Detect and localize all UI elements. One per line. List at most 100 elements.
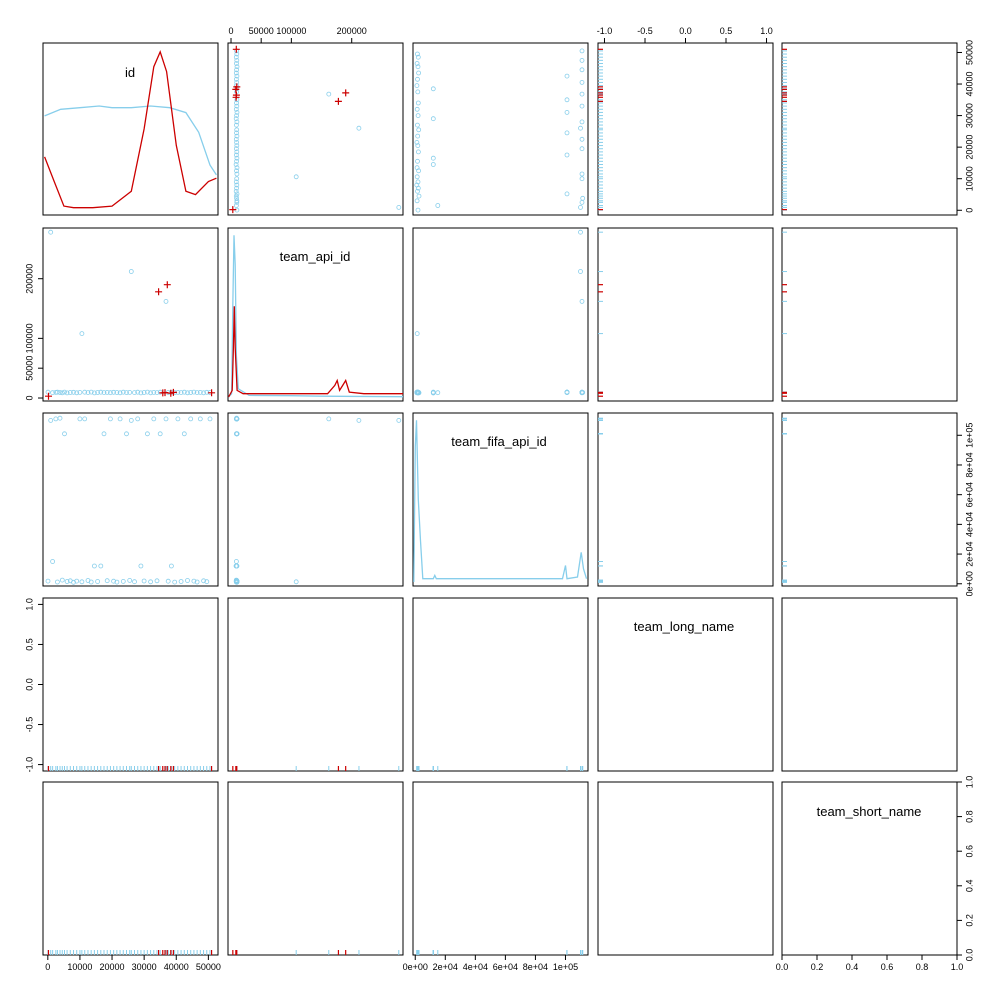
scatter-point [579,103,585,109]
y-tick-label: 50000 [24,356,34,381]
scatter-point [141,578,147,584]
y-tick-label: 1.0 [24,598,34,611]
rug-y-team_api_id [598,231,603,397]
scatter-point [578,229,583,235]
scatter-point [415,113,421,118]
scatter-point [234,139,240,145]
scatter-point [108,390,113,396]
scatter-point [234,149,240,155]
scatter-point [85,390,91,396]
x-axis-bottom-team_short_name: 0.0 0.2 0.4 0.6 0.8 1.0 [776,955,963,972]
scatter-point [92,390,97,396]
y-tick-label: 0e+00 [964,571,974,596]
density-curve-highlight-id [43,50,217,209]
diag-label-team-long-name: team_long_name [634,619,734,634]
scatter-point [194,579,200,585]
scatter-point [414,165,420,171]
x-tick-label: 200000 [337,26,367,36]
scatter-point [415,133,421,139]
y-axis-right-team_fifa_api_id: 0e+00 2e+04 4e+04 6e+04 8e+04 1e+05 [957,423,974,596]
scatter-point [414,83,420,88]
scatter-point [415,89,421,95]
scatter-point [564,73,570,79]
scatter-point [564,191,570,197]
scatter-point [326,416,332,422]
scatter-point [128,269,134,274]
x-tick-label: 4e+04 [463,962,488,972]
scatter-point [234,431,240,437]
scatter-point [74,390,80,396]
scatter-point [579,91,585,97]
scatter-point [293,579,299,585]
y-tick-label: 100000 [24,323,34,353]
density-curve-id [44,105,217,176]
scatter-point [414,61,420,66]
scatter-point [165,578,171,584]
scatter-point [234,64,240,70]
scatter-point [175,416,181,422]
scatter-point-highlight [233,83,241,91]
scatter-point [435,390,441,396]
scatter-point-highlight [45,392,52,400]
scatter-point [414,139,420,145]
density-curve-team_api_id [228,235,404,398]
scatter-point [234,563,240,569]
scatter-point [185,578,190,583]
scatter-point [579,48,585,54]
x-tick-label: 0.5 [720,26,733,36]
scatter-point [172,579,178,585]
scatter-point [234,176,240,182]
scatter-point [111,389,116,395]
scatter-point [415,149,421,155]
scatter-point [77,389,83,395]
x-axis-bottom-id: 0 10000 20000 30000 40000 50000 [45,955,221,972]
scatter-point [564,389,570,395]
scatter-point [88,389,94,395]
scatter-point [414,51,420,57]
scatter-point [415,64,421,70]
panel-team_long_name-vs-team_long_name [597,597,774,772]
scatter-point [95,579,100,584]
y-tick-label: 0 [964,208,974,213]
x-tick-label: 0.0 [776,962,789,972]
scatter-point [154,390,160,396]
x-tick-label: -1.0 [597,26,613,36]
scatter-point [234,61,239,66]
scatter-point [415,54,421,60]
rug-x-id [47,950,213,955]
scatter-point [234,143,240,149]
scatter-point [234,103,240,109]
scatter-point [579,119,585,125]
scatter-point [233,76,239,82]
scatter-point [234,100,239,106]
scatter-point [98,389,104,395]
scatter-point [127,578,133,583]
y-tick-label: 0 [24,396,34,401]
scatter-point [416,70,422,76]
scatter-point [163,298,169,304]
y-tick-label: 0.6 [964,845,974,858]
scatter-point [92,563,97,569]
scatter-point [579,58,585,63]
scatter-point [101,431,107,437]
y-tick-label: -1.0 [24,757,34,773]
rug-x-team_fifa_api_id [416,950,584,955]
scatter-team_api_id-vs-id [45,229,216,400]
diag-label-id: id [125,65,135,80]
scatter-point [414,122,420,128]
x-tick-label: 6e+04 [493,962,518,972]
panel-team_short_name-vs-team_short_name [781,781,958,956]
scatter-point [188,390,194,395]
density-curve-team_fifa_api_id [413,420,588,583]
diagonal-labels: id team_api_id team_fifa_api_id team_lon… [125,65,921,819]
density-curve-highlight-team_api_id [228,306,403,398]
panel-team_fifa_api_id-vs-team_fifa_api_id [412,412,589,587]
scatter-point [82,416,88,422]
y-axis-right-team_short_name: 0.0 0.2 0.4 0.6 0.8 1.0 [957,776,974,961]
scatter-point [67,390,73,395]
scatter-point [579,136,585,142]
rug-y-team_fifa_api_id [782,417,787,583]
panel-id-vs-team_short_name [781,42,958,216]
scatter-point [117,390,123,396]
